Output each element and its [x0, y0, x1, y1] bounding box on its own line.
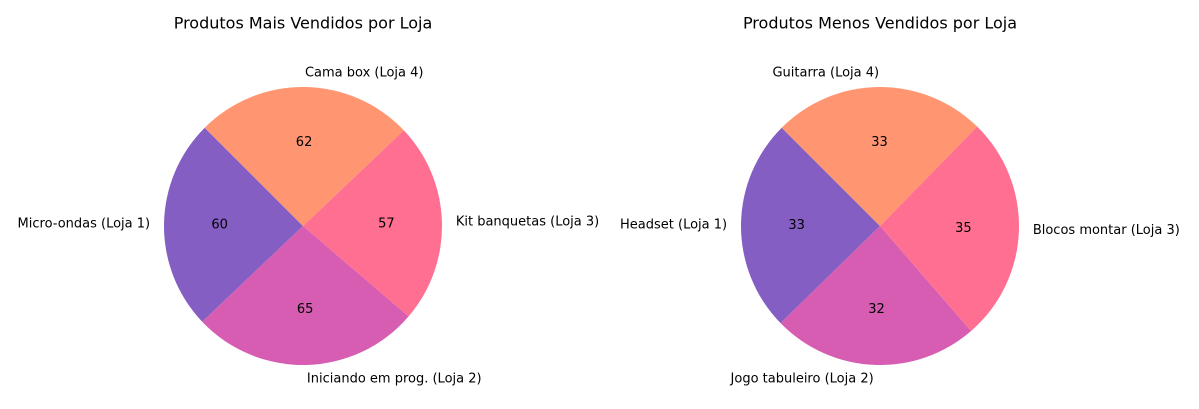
- chart-title: Produtos Mais Vendidos por Loja: [174, 14, 433, 33]
- pie-slice: [303, 130, 443, 317]
- slice-value-label: 33: [788, 218, 805, 233]
- slice-value-label: 57: [378, 216, 395, 231]
- pie-chart-1: Produtos Mais Vendidos por Loja 60 Micro-o…: [18, 14, 600, 387]
- pie-slice: [202, 226, 409, 365]
- pie-chart-2: Produtos Menos Vendidos por Loja 33 Headse…: [620, 14, 1180, 387]
- slice-category-label: Headset (Loja 1): [620, 218, 727, 233]
- slice-category-label: Blocos montar (Loja 3): [1033, 223, 1180, 238]
- slice-value-label: 32: [868, 302, 885, 317]
- slice-category-label: Iniciando em prog. (Loja 2): [307, 371, 482, 386]
- pie-slice: [781, 87, 978, 227]
- pie-slice: [741, 127, 880, 324]
- slice-value-label: 33: [871, 135, 888, 150]
- slice-category-label: Kit banquetas (Loja 3): [456, 215, 599, 230]
- slice-category-label: Micro-ondas (Loja 1): [18, 217, 151, 232]
- pie-slice: [880, 126, 1020, 332]
- slice-category-label: Cama box (Loja 4): [305, 66, 424, 81]
- slice-value-label: 35: [955, 221, 972, 236]
- slice-value-label: 60: [211, 217, 228, 232]
- slice-value-label: 65: [297, 302, 314, 317]
- pie-slice: [164, 127, 303, 322]
- pie-slice: [204, 87, 404, 226]
- slice-value-label: 62: [296, 135, 313, 150]
- chart-title: Produtos Menos Vendidos por Loja: [743, 14, 1017, 33]
- slice-category-label: Guitarra (Loja 4): [772, 66, 879, 81]
- slice-category-label: Jogo tabuleiro (Loja 2): [730, 371, 874, 386]
- pie-slice: [780, 226, 972, 365]
